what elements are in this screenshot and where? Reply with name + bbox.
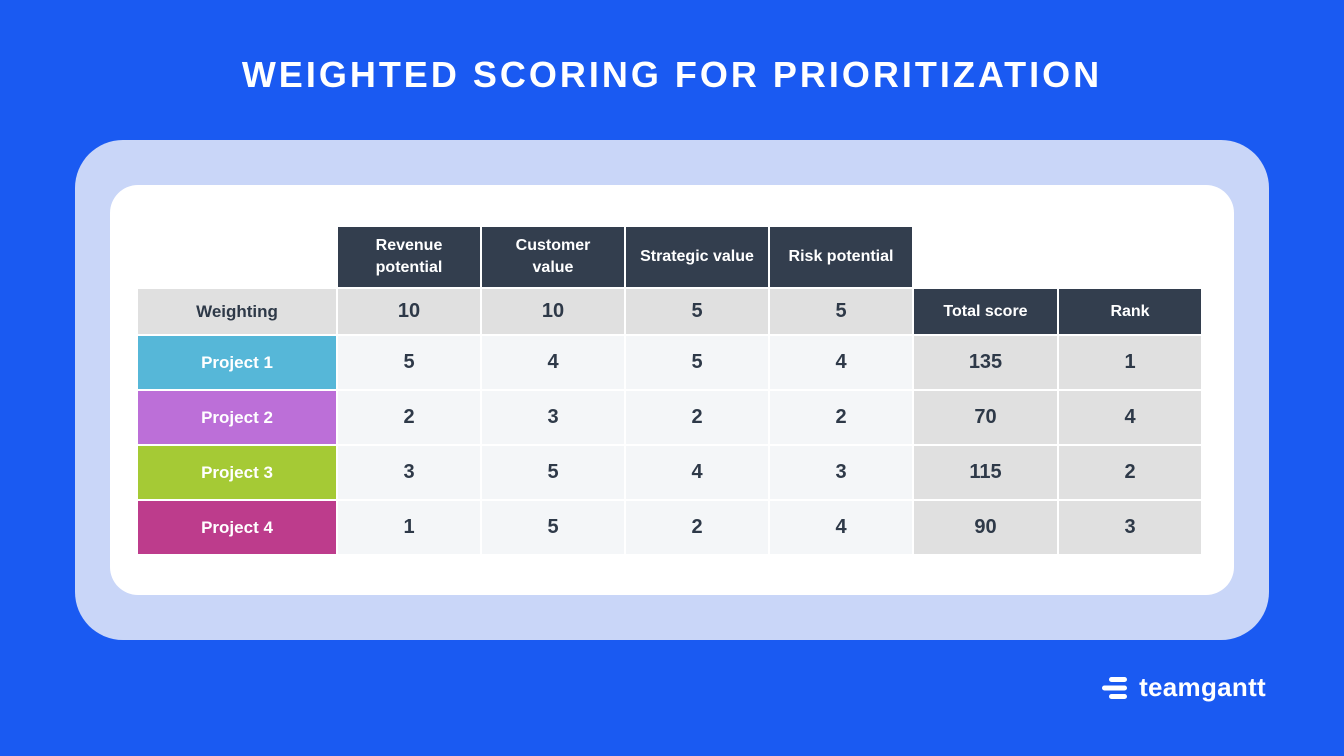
total-score-cell: 70 [914, 391, 1057, 444]
score-cell: 4 [626, 446, 768, 499]
page-title: WEIGHTED SCORING FOR PRIORITIZATION [241, 54, 1103, 95]
score-cell: 4 [770, 336, 912, 389]
score-cell: 2 [770, 391, 912, 444]
score-cell: 5 [338, 336, 480, 389]
score-cell: 4 [770, 501, 912, 554]
score-cell: 5 [482, 501, 624, 554]
score-cell: 2 [626, 501, 768, 554]
project-label: Project 4 [138, 501, 336, 554]
column-header-revenue-potential: Revenue potential [338, 227, 480, 287]
column-header-total-score: Total score [914, 289, 1057, 334]
weight-cell: 10 [482, 289, 624, 334]
header-spacer [914, 227, 1057, 287]
total-score-cell: 115 [914, 446, 1057, 499]
project-label: Project 1 [138, 336, 336, 389]
inner-card: Revenue potential Customer value Strateg… [110, 185, 1234, 595]
score-cell: 1 [338, 501, 480, 554]
score-cell: 2 [338, 391, 480, 444]
score-cell: 4 [482, 336, 624, 389]
header-spacer [1059, 227, 1201, 287]
column-header-strategic-value: Strategic value [626, 227, 768, 287]
total-score-cell: 135 [914, 336, 1057, 389]
score-cell: 2 [626, 391, 768, 444]
score-cell: 3 [482, 391, 624, 444]
teamgantt-logo: teamgantt [1100, 672, 1266, 703]
score-cell: 3 [338, 446, 480, 499]
rank-cell: 2 [1059, 446, 1201, 499]
outer-card: Revenue potential Customer value Strateg… [75, 140, 1269, 640]
score-cell: 5 [482, 446, 624, 499]
header-spacer [138, 227, 336, 287]
score-cell: 5 [626, 336, 768, 389]
total-score-cell: 90 [914, 501, 1057, 554]
weighting-label: Weighting [138, 289, 336, 334]
score-cell: 3 [770, 446, 912, 499]
project-label: Project 3 [138, 446, 336, 499]
rank-cell: 3 [1059, 501, 1201, 554]
rank-cell: 4 [1059, 391, 1201, 444]
column-header-risk-potential: Risk potential [770, 227, 912, 287]
weight-cell: 5 [626, 289, 768, 334]
project-label: Project 2 [138, 391, 336, 444]
brand-name: teamgantt [1139, 672, 1266, 702]
rank-cell: 1 [1059, 336, 1201, 389]
column-header-rank: Rank [1059, 289, 1201, 334]
weight-cell: 5 [770, 289, 912, 334]
teamgantt-logo-icon [1100, 675, 1130, 701]
weighted-scoring-table: Revenue potential Customer value Strateg… [138, 227, 1201, 554]
weight-cell: 10 [338, 289, 480, 334]
column-header-customer-value: Customer value [482, 227, 624, 287]
